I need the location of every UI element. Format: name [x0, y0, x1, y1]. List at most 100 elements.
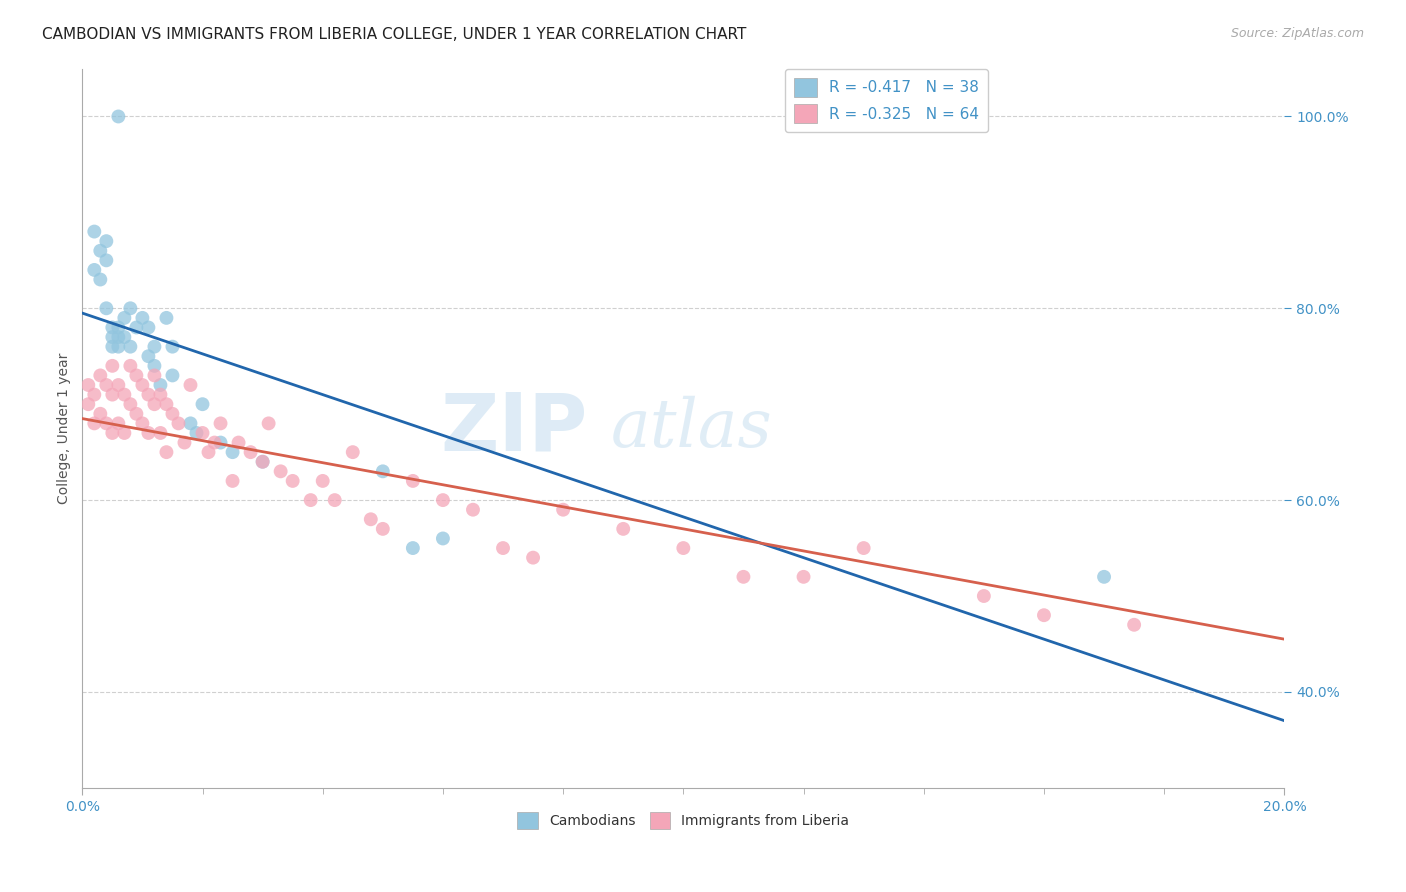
Point — [252, 455, 274, 469]
Point — [83, 387, 105, 401]
Point — [733, 570, 755, 584]
Point — [252, 455, 274, 469]
Text: atlas: atlas — [612, 395, 773, 461]
Point — [186, 425, 208, 440]
Point — [107, 320, 129, 334]
Point — [89, 272, 111, 286]
Point — [342, 445, 364, 459]
Point — [973, 589, 995, 603]
Point — [107, 110, 129, 124]
Point — [371, 522, 394, 536]
Text: ZIP: ZIP — [440, 389, 588, 467]
Point — [83, 417, 105, 431]
Point — [89, 368, 111, 383]
Point — [162, 340, 184, 354]
Point — [204, 435, 226, 450]
Point — [77, 378, 100, 392]
Point — [96, 417, 118, 431]
Point — [221, 474, 243, 488]
Point — [107, 340, 129, 354]
Point — [270, 464, 292, 478]
Point — [101, 330, 124, 344]
Point — [149, 425, 172, 440]
Point — [461, 502, 484, 516]
Point — [107, 417, 129, 431]
Point — [228, 435, 250, 450]
Point — [138, 320, 160, 334]
Point — [155, 310, 177, 325]
Point — [138, 349, 160, 363]
Point — [162, 407, 184, 421]
Point — [612, 522, 634, 536]
Point — [101, 320, 124, 334]
Point — [120, 397, 142, 411]
Point — [96, 234, 118, 248]
Point — [138, 387, 160, 401]
Point — [209, 417, 232, 431]
Point — [323, 493, 346, 508]
Point — [83, 263, 105, 277]
Point — [112, 425, 135, 440]
Point — [112, 330, 135, 344]
Point — [173, 435, 195, 450]
Point — [101, 359, 124, 373]
Point — [402, 474, 425, 488]
Point — [125, 320, 148, 334]
Point — [112, 310, 135, 325]
Point — [371, 464, 394, 478]
Point — [257, 417, 280, 431]
Point — [360, 512, 382, 526]
Point — [77, 397, 100, 411]
Point — [1033, 608, 1056, 623]
Point — [162, 368, 184, 383]
Point — [96, 301, 118, 316]
Y-axis label: College, Under 1 year: College, Under 1 year — [58, 352, 72, 504]
Point — [299, 493, 322, 508]
Point — [221, 445, 243, 459]
Text: Source: ZipAtlas.com: Source: ZipAtlas.com — [1230, 27, 1364, 40]
Point — [131, 417, 153, 431]
Point — [125, 368, 148, 383]
Point — [155, 445, 177, 459]
Text: CAMBODIAN VS IMMIGRANTS FROM LIBERIA COLLEGE, UNDER 1 YEAR CORRELATION CHART: CAMBODIAN VS IMMIGRANTS FROM LIBERIA COL… — [42, 27, 747, 42]
Point — [101, 340, 124, 354]
Point — [101, 425, 124, 440]
Point — [179, 378, 201, 392]
Point — [239, 445, 262, 459]
Point — [120, 340, 142, 354]
Point — [120, 301, 142, 316]
Point — [107, 330, 129, 344]
Point — [131, 310, 153, 325]
Point — [149, 387, 172, 401]
Point — [89, 244, 111, 258]
Point — [209, 435, 232, 450]
Point — [432, 493, 454, 508]
Point — [1092, 570, 1115, 584]
Point — [89, 407, 111, 421]
Point — [793, 570, 815, 584]
Point — [96, 253, 118, 268]
Legend: Cambodians, Immigrants from Liberia: Cambodians, Immigrants from Liberia — [512, 806, 855, 835]
Point — [179, 417, 201, 431]
Point — [138, 425, 160, 440]
Point — [281, 474, 304, 488]
Point — [143, 397, 166, 411]
Point — [143, 359, 166, 373]
Point — [143, 368, 166, 383]
Point — [312, 474, 335, 488]
Point — [522, 550, 544, 565]
Point — [83, 225, 105, 239]
Point — [112, 387, 135, 401]
Point — [197, 445, 219, 459]
Point — [120, 359, 142, 373]
Point — [107, 378, 129, 392]
Point — [492, 541, 515, 555]
Point — [672, 541, 695, 555]
Point — [402, 541, 425, 555]
Point — [125, 407, 148, 421]
Point — [155, 397, 177, 411]
Point — [1123, 617, 1146, 632]
Point — [432, 532, 454, 546]
Point — [96, 378, 118, 392]
Point — [143, 340, 166, 354]
